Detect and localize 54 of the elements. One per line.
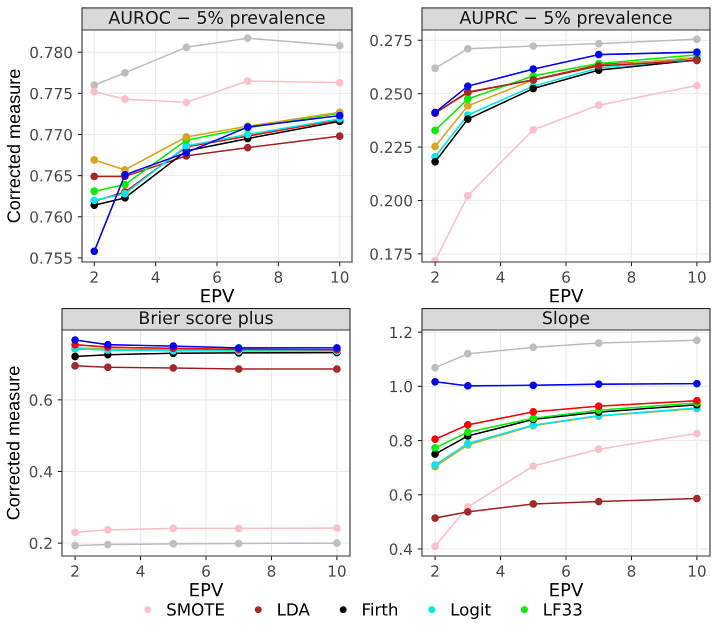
chart-title: Brier score plus (140, 310, 273, 328)
y-tick-label: 0.6 (390, 489, 412, 501)
y-tick-label: 0.780 (30, 46, 72, 58)
x-tick-label: 6 (202, 565, 210, 577)
x-axis-title: EPV (190, 583, 224, 596)
y-tick-label: 0.755 (30, 252, 72, 264)
y-axis-title: Corrected measure (6, 366, 20, 520)
chart-title: Slope (543, 310, 590, 328)
legend-label: LDA (278, 603, 310, 616)
y-tick-label: 0.225 (370, 142, 412, 154)
y-tick-label: 0.8 (390, 435, 412, 447)
legend-label: Logit (452, 602, 491, 619)
y-tick-label: 0.4 (30, 466, 52, 478)
x-tick-label: 4 (496, 272, 505, 283)
y-tick-label: 0.200 (370, 194, 412, 206)
x-tick-label: 10 (688, 565, 706, 577)
y-tick-label: 0.765 (30, 170, 72, 182)
chart-title: AUROC − 5% prevalence (108, 10, 325, 28)
x-tick-label: 10 (328, 565, 346, 577)
x-tick-label: 10 (688, 271, 706, 283)
x-tick-label: 10 (332, 271, 348, 283)
x-axis-title: EPV (201, 289, 234, 302)
y-tick-label: 0.6 (30, 394, 52, 406)
legend-label: SMOTE (167, 603, 224, 616)
x-tick-label: 6 (562, 271, 570, 283)
y-tick-label: 0.2 (30, 538, 52, 550)
x-tick-label: 4 (152, 272, 160, 283)
y-axis-title: Corrected measure (6, 70, 20, 222)
x-tick-label: 8 (268, 565, 276, 577)
y-tick-label: 1.0 (390, 380, 412, 392)
y-tick-label: 0.275 (370, 34, 412, 46)
y-tick-label: 0.175 (370, 248, 412, 260)
legend-label: LF33 (544, 603, 582, 616)
chart-title: AUPRC − 5% prevalence (460, 10, 672, 28)
x-tick-label: 8 (628, 271, 636, 283)
x-tick-label: 4 (496, 566, 505, 577)
x-tick-label: 8 (628, 565, 636, 577)
x-tick-label: 2 (431, 271, 438, 283)
x-axis-title: EPV (550, 289, 584, 302)
y-tick-label: 1.2 (390, 326, 412, 338)
legend-label: Firth (363, 602, 398, 616)
y-tick-label: 0.770 (30, 128, 72, 141)
y-tick-label: 0.760 (30, 211, 72, 223)
x-tick-label: 6 (213, 271, 221, 283)
y-tick-label: 0.4 (390, 543, 412, 555)
x-tick-label: 6 (562, 565, 570, 577)
y-tick-label: 0.775 (30, 88, 72, 100)
x-tick-label: 8 (274, 271, 282, 283)
y-tick-label: 0.250 (370, 88, 412, 100)
x-tick-label: 4 (136, 566, 145, 577)
x-axis-title: EPV (550, 583, 584, 596)
x-tick-label: 2 (431, 565, 438, 577)
x-tick-label: 2 (90, 271, 98, 283)
x-tick-label: 2 (71, 565, 78, 577)
